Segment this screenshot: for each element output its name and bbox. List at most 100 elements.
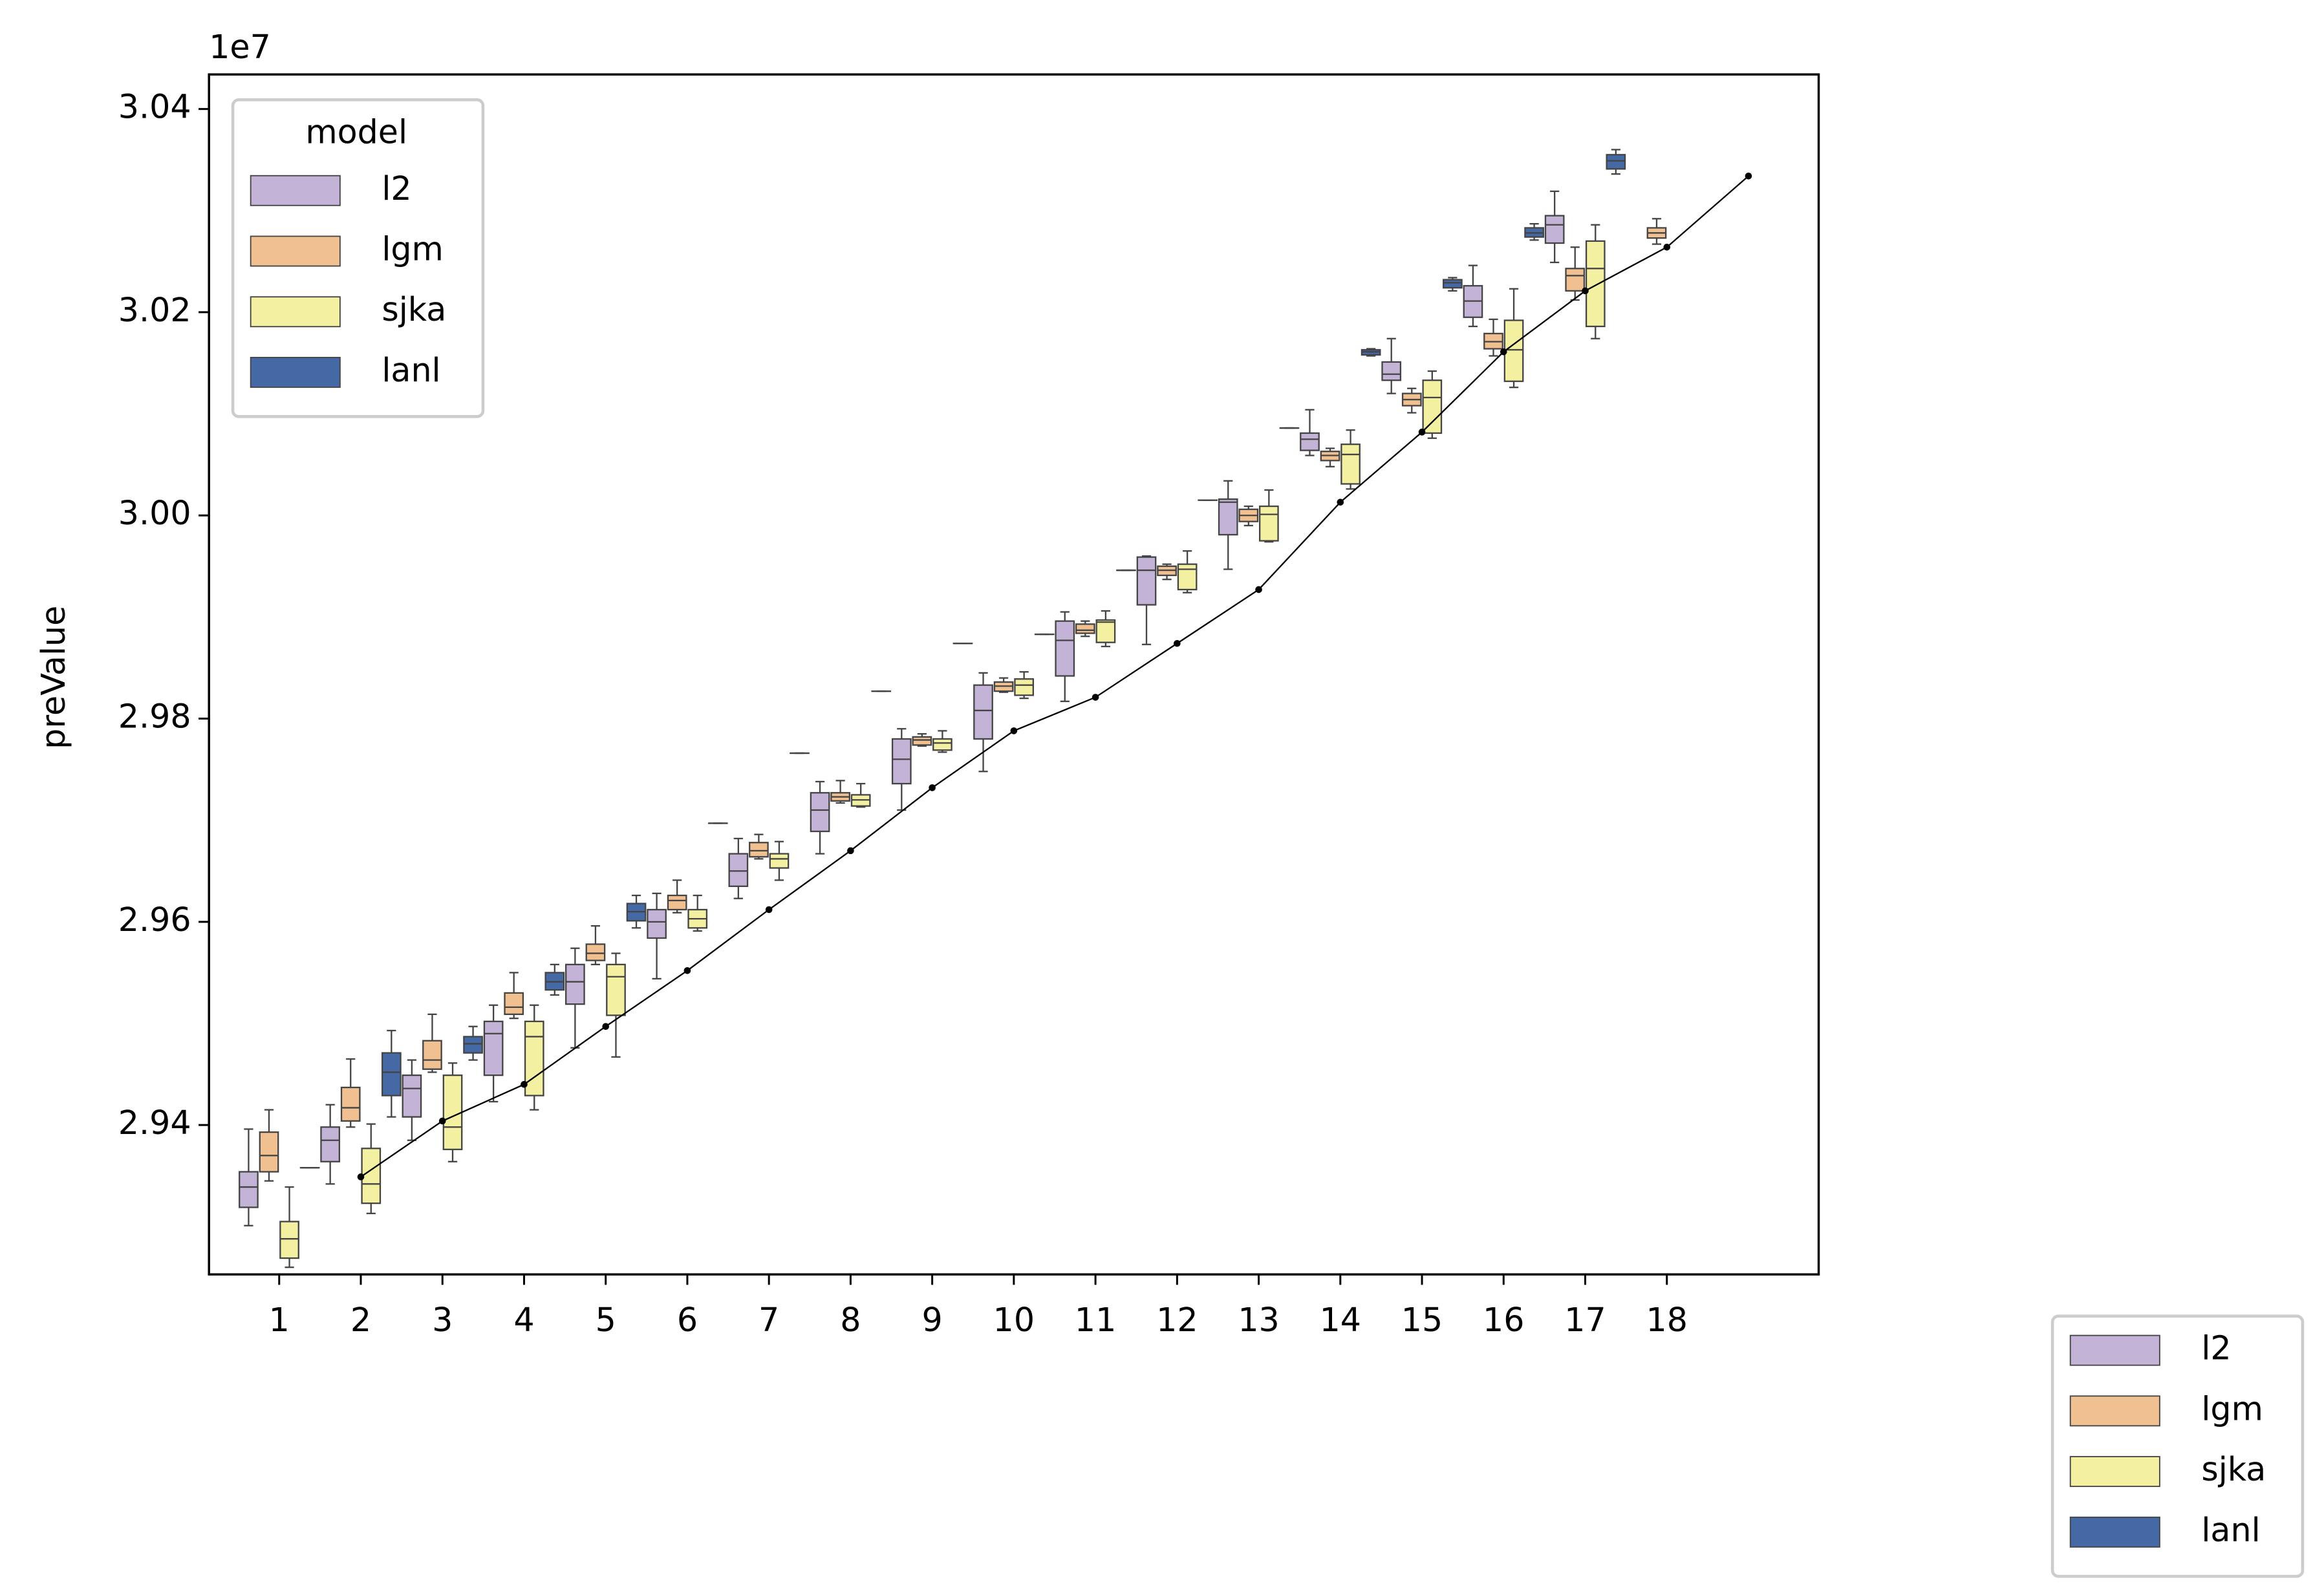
legend-swatch xyxy=(250,296,341,328)
box xyxy=(524,1020,544,1096)
box xyxy=(340,1086,361,1122)
box xyxy=(891,738,912,785)
box xyxy=(1300,432,1320,451)
x-tick-label: 13 xyxy=(1238,1301,1279,1339)
x-tick-label: 15 xyxy=(1401,1301,1443,1339)
trend-line xyxy=(360,175,1749,1178)
trend-point xyxy=(1174,639,1181,647)
box xyxy=(585,943,606,961)
trend-point xyxy=(1663,244,1671,251)
x-tick-label: 6 xyxy=(677,1301,698,1339)
box xyxy=(1340,444,1361,485)
trend-point xyxy=(1092,694,1099,701)
box xyxy=(1422,380,1443,434)
box xyxy=(973,684,993,740)
trend-point xyxy=(602,1023,609,1031)
box xyxy=(504,992,524,1016)
box xyxy=(769,853,790,869)
trend-point xyxy=(1255,586,1262,593)
legend-swatch xyxy=(2069,1334,2160,1366)
legend-label: lgm xyxy=(2201,1389,2263,1427)
y-tick-label: 2.96 xyxy=(118,901,191,939)
x-tick-label: 5 xyxy=(596,1301,616,1339)
y-offset-label: 1e7 xyxy=(209,28,271,66)
box xyxy=(259,1131,279,1173)
y-tick-label: 3.02 xyxy=(118,291,191,329)
trend-point xyxy=(683,967,691,974)
trend-point xyxy=(357,1173,365,1181)
box xyxy=(1443,279,1463,289)
box xyxy=(1258,505,1279,542)
x-tick-label: 18 xyxy=(1646,1301,1688,1339)
box xyxy=(1177,563,1198,591)
x-tick-label: 4 xyxy=(513,1301,534,1339)
trend-point xyxy=(1500,348,1507,356)
legend-label: lgm xyxy=(382,230,444,268)
box xyxy=(749,842,769,858)
trend-point xyxy=(847,847,854,855)
trend-point xyxy=(1745,173,1752,180)
box xyxy=(667,894,687,911)
legend-label: sjka xyxy=(382,290,446,328)
box xyxy=(1095,619,1116,643)
box xyxy=(1381,361,1402,381)
box xyxy=(422,1040,442,1070)
box xyxy=(1544,215,1565,244)
box xyxy=(1075,623,1095,634)
box xyxy=(565,963,585,1005)
trend-point xyxy=(929,784,936,791)
box xyxy=(442,1074,463,1151)
box xyxy=(1055,620,1075,677)
box xyxy=(239,1171,259,1208)
legend-label: l2 xyxy=(382,169,411,208)
legend-swatch xyxy=(2069,1395,2160,1427)
legend-swatch xyxy=(2069,1516,2160,1548)
x-tick-label: 7 xyxy=(759,1301,779,1339)
trend-point xyxy=(521,1081,528,1088)
trend-point xyxy=(1010,727,1018,734)
x-tick-label: 16 xyxy=(1483,1301,1524,1339)
box xyxy=(1503,319,1524,382)
x-tick-label: 1 xyxy=(269,1301,290,1339)
x-tick-label: 9 xyxy=(922,1301,943,1339)
box xyxy=(1136,556,1157,606)
legend-swatch xyxy=(250,356,341,388)
legend-label: sjka xyxy=(2201,1450,2266,1488)
x-tick-label: 17 xyxy=(1564,1301,1606,1339)
legend-label: l2 xyxy=(2201,1329,2231,1367)
box xyxy=(932,738,952,751)
y-tick-label: 3.00 xyxy=(118,494,191,532)
box xyxy=(647,908,667,939)
box xyxy=(912,736,932,746)
legend-label: lanl xyxy=(2201,1511,2260,1549)
box xyxy=(483,1020,504,1076)
box xyxy=(361,1148,382,1204)
x-tick-label: 10 xyxy=(993,1301,1035,1339)
box xyxy=(381,1052,402,1096)
x-tick-label: 3 xyxy=(432,1301,453,1339)
y-tick-label: 2.98 xyxy=(118,698,191,736)
legend-label: lanl xyxy=(382,351,440,389)
legend-swatch xyxy=(250,235,341,267)
plot-frame xyxy=(208,73,1820,1276)
x-tick-label: 2 xyxy=(350,1301,371,1339)
trend-point xyxy=(765,906,773,914)
box xyxy=(606,963,626,1016)
trend-point xyxy=(1418,429,1426,436)
trend-point xyxy=(438,1117,446,1125)
x-tick-label: 12 xyxy=(1156,1301,1198,1339)
box xyxy=(1218,498,1238,536)
x-tick-label: 11 xyxy=(1075,1301,1116,1339)
y-axis-label: preValue xyxy=(34,606,72,749)
box xyxy=(1565,268,1586,292)
box xyxy=(1014,678,1035,696)
legend-frame xyxy=(2050,1314,2305,1578)
legend-swatch xyxy=(250,175,341,206)
trend-point xyxy=(1582,287,1589,295)
x-tick-label: 14 xyxy=(1320,1301,1361,1339)
box xyxy=(463,1036,483,1054)
y-tick-label: 3.04 xyxy=(118,88,191,126)
box xyxy=(279,1221,299,1259)
